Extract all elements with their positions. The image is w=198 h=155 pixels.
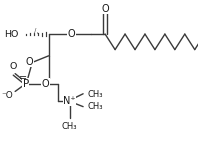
Text: CH₃: CH₃ (88, 102, 103, 111)
Text: CH₃: CH₃ (88, 90, 103, 99)
Text: HO: HO (4, 30, 18, 39)
Text: CH₃: CH₃ (62, 122, 77, 131)
Text: /,: /, (34, 28, 39, 34)
Text: O: O (26, 57, 33, 67)
Text: O: O (42, 79, 49, 89)
Text: P: P (23, 79, 29, 89)
Text: O: O (101, 4, 109, 14)
Text: O: O (68, 29, 75, 39)
Text: N⁺: N⁺ (63, 96, 76, 106)
Text: O: O (10, 62, 17, 71)
Text: ⁻O: ⁻O (1, 91, 13, 100)
Text: =: = (19, 73, 28, 83)
